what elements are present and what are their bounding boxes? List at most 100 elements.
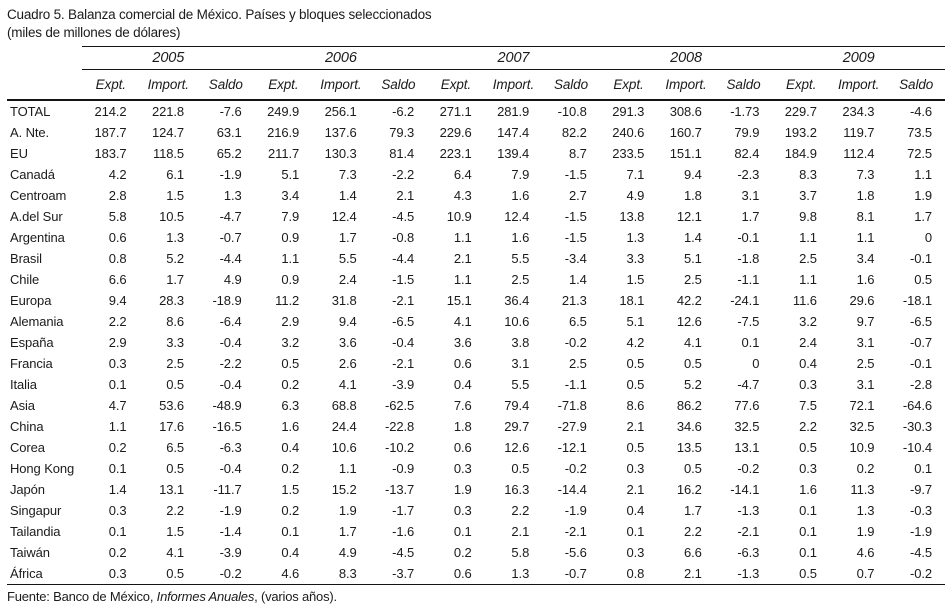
value-cell: 308.6 xyxy=(669,104,702,119)
row-label: España xyxy=(10,335,54,350)
table-row: Francia 0.3 2.5 -2.2 0.5 2.6 -2.1 0.6 3.1 2.5 0.5… xyxy=(7,353,945,374)
value-cell: 0.4 xyxy=(799,356,817,371)
table-row: A. Nte. 187.7 124.7 63.1 216.9 137.6 79.3 229.… xyxy=(7,122,945,143)
value-cell: 72.1 xyxy=(849,398,875,413)
value-cell: -0.4 xyxy=(392,335,415,350)
value-cell: 3.1 xyxy=(741,188,760,203)
value-cell: 2.4 xyxy=(338,272,357,287)
value-cell: 119.7 xyxy=(843,125,875,140)
value-cell: -1.5 xyxy=(564,230,587,245)
value-cell: 1.4 xyxy=(338,188,357,203)
value-cell: 256.1 xyxy=(324,104,357,119)
value-cell: 4.1 xyxy=(684,335,702,350)
column-header-expt: Expt. xyxy=(254,69,313,101)
value-cell: -13.7 xyxy=(385,482,415,497)
value-cell: 5.8 xyxy=(511,545,530,560)
value-cell: 29.6 xyxy=(849,293,875,308)
value-cell: 2.5 xyxy=(511,272,530,287)
value-cell: 7.3 xyxy=(338,167,357,182)
value-cell: 2.5 xyxy=(856,356,875,371)
value-cell: 0.3 xyxy=(626,545,645,560)
value-cell: 0.5 xyxy=(684,356,702,371)
value-cell: 3.2 xyxy=(281,335,300,350)
value-cell: 1.9 xyxy=(453,482,472,497)
value-cell: -0.2 xyxy=(737,461,760,476)
value-cell: 2.5 xyxy=(799,251,817,266)
value-cell: 0.1 xyxy=(108,524,127,539)
value-cell: 12.6 xyxy=(504,440,530,455)
row-label: A. Nte. xyxy=(10,125,50,140)
value-cell: 82.2 xyxy=(561,125,587,140)
value-cell: -4.4 xyxy=(219,251,242,266)
year-header-2006: 2006 xyxy=(254,46,428,70)
value-cell: 7.3 xyxy=(856,167,875,182)
value-cell: -0.7 xyxy=(219,230,242,245)
value-cell: 6.4 xyxy=(453,167,472,182)
row-label: Canadá xyxy=(10,167,55,182)
value-cell: -3.9 xyxy=(392,377,415,392)
table-row: Brasil 0.8 5.2 -4.4 1.1 5.5 -4.4 2.1 5.5 -3.4 3.3… xyxy=(7,248,945,269)
table-row: España 2.9 3.3 -0.4 3.2 3.6 -0.4 3.6 3.8 -0.2 4.2… xyxy=(7,332,945,353)
value-cell: 86.2 xyxy=(676,398,702,413)
value-cell: 17.6 xyxy=(159,419,185,434)
value-cell: 12.4 xyxy=(504,209,530,224)
value-cell: -0.1 xyxy=(909,356,932,371)
value-cell: -9.7 xyxy=(909,482,932,497)
value-cell: -1.3 xyxy=(714,563,773,585)
value-cell: -4.5 xyxy=(909,545,932,560)
value-cell: 0.4 xyxy=(281,440,300,455)
row-label: Chile xyxy=(10,272,40,287)
value-cell: 77.6 xyxy=(734,398,760,413)
value-cell: -0.4 xyxy=(219,335,242,350)
value-cell: 0.2 xyxy=(108,545,127,560)
value-cell: 1.8 xyxy=(684,188,702,203)
value-cell: 9.4 xyxy=(338,314,357,329)
value-cell: 1.7 xyxy=(914,209,932,224)
value-cell: 5.5 xyxy=(338,251,357,266)
value-cell: -0.8 xyxy=(392,230,415,245)
value-cell: -2.1 xyxy=(564,524,587,539)
value-cell: 8.6 xyxy=(626,398,645,413)
year-header-row: 2005 2006 2007 2008 2009 xyxy=(7,46,945,70)
table-row: Europa 9.4 28.3 -18.9 11.2 31.8 -2.1 15.1 36.4 2… xyxy=(7,290,945,311)
value-cell: 0.6 xyxy=(427,563,485,585)
value-cell: 7.9 xyxy=(281,209,300,224)
value-cell: 183.7 xyxy=(94,146,127,161)
row-label: TOTAL xyxy=(10,104,51,119)
column-header-expt: Expt. xyxy=(599,69,658,101)
value-cell: 1.1 xyxy=(453,272,472,287)
value-cell: 11.3 xyxy=(850,482,875,497)
value-cell: 0.7 xyxy=(829,563,888,585)
value-cell: 124.7 xyxy=(152,125,185,140)
value-cell: 1.1 xyxy=(799,230,817,245)
value-cell: 216.9 xyxy=(267,125,300,140)
value-cell: -2.1 xyxy=(737,524,760,539)
value-cell: 0.8 xyxy=(599,563,658,585)
value-cell: 10.5 xyxy=(159,209,185,224)
row-label: Tailandia xyxy=(10,524,61,539)
value-cell: 0.1 xyxy=(914,461,932,476)
value-cell: 1.7 xyxy=(338,230,357,245)
value-cell: 2.9 xyxy=(281,314,300,329)
value-cell: 0.4 xyxy=(626,503,645,518)
value-cell: 10.9 xyxy=(849,440,875,455)
table-row: A.del Sur 5.8 10.5 -4.7 7.9 12.4 -4.5 10.9 12.4… xyxy=(7,206,945,227)
value-cell: 1.9 xyxy=(914,188,932,203)
value-cell: 2.1 xyxy=(396,188,415,203)
value-cell: -22.8 xyxy=(385,419,415,434)
value-cell: 2.1 xyxy=(657,563,715,585)
value-cell: -1.9 xyxy=(564,503,587,518)
value-cell: 0.5 xyxy=(684,461,702,476)
value-cell: 5.2 xyxy=(684,377,702,392)
value-cell: -30.3 xyxy=(902,419,932,434)
column-header-saldo: Saldo xyxy=(542,69,600,101)
value-cell: 2.7 xyxy=(568,188,587,203)
value-cell: -0.2 xyxy=(887,563,945,585)
value-cell: 0.5 xyxy=(281,356,300,371)
value-cell: 1.5 xyxy=(281,482,300,497)
value-cell: 36.4 xyxy=(504,293,530,308)
column-header-import: Import. xyxy=(484,69,543,101)
table-row: Asia 4.7 53.6 -48.9 6.3 68.8 -62.5 7.6 79.4 -71.… xyxy=(7,395,945,416)
value-cell: 13.5 xyxy=(676,440,702,455)
table-row: Taiwán 0.2 4.1 -3.9 0.4 4.9 -4.5 0.2 5.8 -5.6 0.3… xyxy=(7,542,945,563)
